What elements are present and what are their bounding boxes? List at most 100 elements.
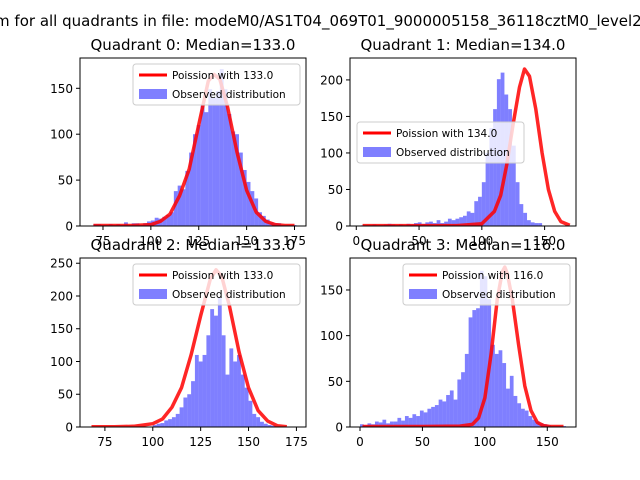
histogram-bar (185, 170, 190, 226)
subplot-quadrant-1: 0 50 100 150 0 50 100 150 200 Quadrant 1: Median=… (320, 36, 577, 248)
histogram-bar (429, 221, 433, 226)
histogram-bar (252, 413, 257, 427)
x-tick-label: 125 (187, 234, 210, 248)
histogram-bar (160, 423, 165, 427)
histogram-bar (534, 223, 539, 226)
subplot-title: Quadrant 1: Median=134.0 (361, 36, 566, 54)
x-tick-label: 0 (352, 234, 360, 248)
histogram-bar (193, 134, 197, 226)
y-tick-label: 200 (320, 73, 343, 87)
histogram-bar (235, 134, 239, 226)
histogram-bar (451, 220, 456, 226)
histogram-bar (511, 145, 516, 226)
histogram-bar (455, 218, 460, 226)
subplot-title: Quadrant 3: Median=116.0 (361, 236, 566, 254)
histogram-bar (419, 410, 424, 427)
histogram-bar (206, 335, 211, 427)
histogram-bar (170, 212, 174, 226)
histogram-bar (248, 400, 253, 427)
y-tick-label: 50 (328, 183, 343, 197)
histogram-bar (459, 217, 463, 226)
histogram-bar (416, 416, 420, 427)
poisson-curve (362, 67, 571, 226)
histogram-bar (229, 348, 234, 427)
histogram-bar (521, 408, 525, 427)
histogram-bar (517, 403, 522, 427)
histogram-bar (187, 394, 192, 427)
plot-area (93, 69, 297, 226)
histogram-bar (242, 170, 247, 226)
histogram-bar (212, 97, 216, 226)
legend-label-poisson: Poission with 134.0 (396, 128, 497, 140)
histogram-bar (444, 221, 448, 226)
legend: Poission with 133.0 Observed distribution (132, 63, 301, 106)
histogram-bar (461, 372, 465, 427)
histogram-bar (472, 310, 477, 427)
histogram-bar (412, 414, 417, 427)
histogram-bar (378, 422, 383, 427)
histogram-bar (246, 181, 251, 226)
y-tick-label: 0 (65, 220, 73, 234)
histogram-bar (483, 276, 488, 427)
legend-label-observed: Observed distribution (172, 289, 286, 301)
legend-patch-swatch (139, 89, 167, 99)
legend-label-poisson: Poission with 133.0 (172, 270, 273, 282)
x-tick-label: 50 (415, 435, 430, 449)
x-tick-label: 175 (283, 234, 306, 248)
histogram-bar (250, 191, 255, 226)
histogram-bar (485, 152, 490, 226)
histogram-bar (528, 416, 533, 427)
histogram-bar (202, 354, 207, 427)
histogram-bar (532, 419, 537, 427)
histogram-bar (181, 189, 186, 226)
histogram-bar (208, 89, 213, 226)
subplot-title: Quadrant 2: Median=133.0 (91, 236, 296, 254)
subplots: 75 100 125 150 175 0 50 100 150 Quadrant 0: Media… (50, 36, 577, 449)
histogram-bar (256, 417, 261, 427)
histogram-bar (401, 420, 405, 427)
legend-patch-swatch (409, 289, 437, 299)
histogram-bar (463, 215, 467, 226)
histogram-bar (194, 354, 199, 427)
histogram-bar (168, 419, 172, 427)
histogram-bar (397, 417, 402, 427)
histogram-bar (231, 131, 236, 226)
histogram-bar (423, 412, 428, 427)
histogram-bar (464, 353, 469, 427)
histogram-bar (359, 424, 364, 427)
histogram-bar (225, 374, 230, 427)
x-tick-label: 0 (356, 435, 364, 449)
histogram-bar (502, 363, 507, 427)
histogram-bar (468, 317, 473, 427)
y-tick-label: 100 (50, 355, 73, 369)
x-tick-label: 100 (473, 435, 496, 449)
plot-area (361, 67, 571, 226)
x-tick-label: 50 (411, 234, 426, 248)
histogram-bar (408, 417, 413, 427)
histogram-bar (244, 387, 249, 427)
y-tick-label: 0 (335, 220, 343, 234)
histogram-bar (453, 399, 458, 427)
y-tick-label: 100 (320, 329, 343, 343)
histogram-bar (215, 91, 220, 226)
histogram-bar (479, 270, 484, 427)
histogram-bar (436, 220, 441, 226)
histogram-bar (389, 421, 394, 427)
legend-patch-swatch (363, 147, 391, 157)
x-tick-label: 100 (139, 234, 162, 248)
histogram-bar (466, 211, 471, 226)
histogram-bar (434, 405, 439, 427)
histogram-bar (238, 152, 243, 226)
histogram-bar (204, 112, 209, 226)
y-tick-label: 0 (65, 421, 73, 435)
subplot-title: Quadrant 0: Median=133.0 (91, 36, 296, 54)
histogram-bar (227, 114, 232, 226)
histogram-bar (271, 425, 276, 427)
histogram-bar (166, 214, 171, 226)
histogram-bar (221, 335, 226, 427)
histogram-bar (457, 379, 462, 427)
legend-patch-swatch (139, 289, 167, 299)
legend-label-observed: Observed distribution (396, 147, 510, 159)
